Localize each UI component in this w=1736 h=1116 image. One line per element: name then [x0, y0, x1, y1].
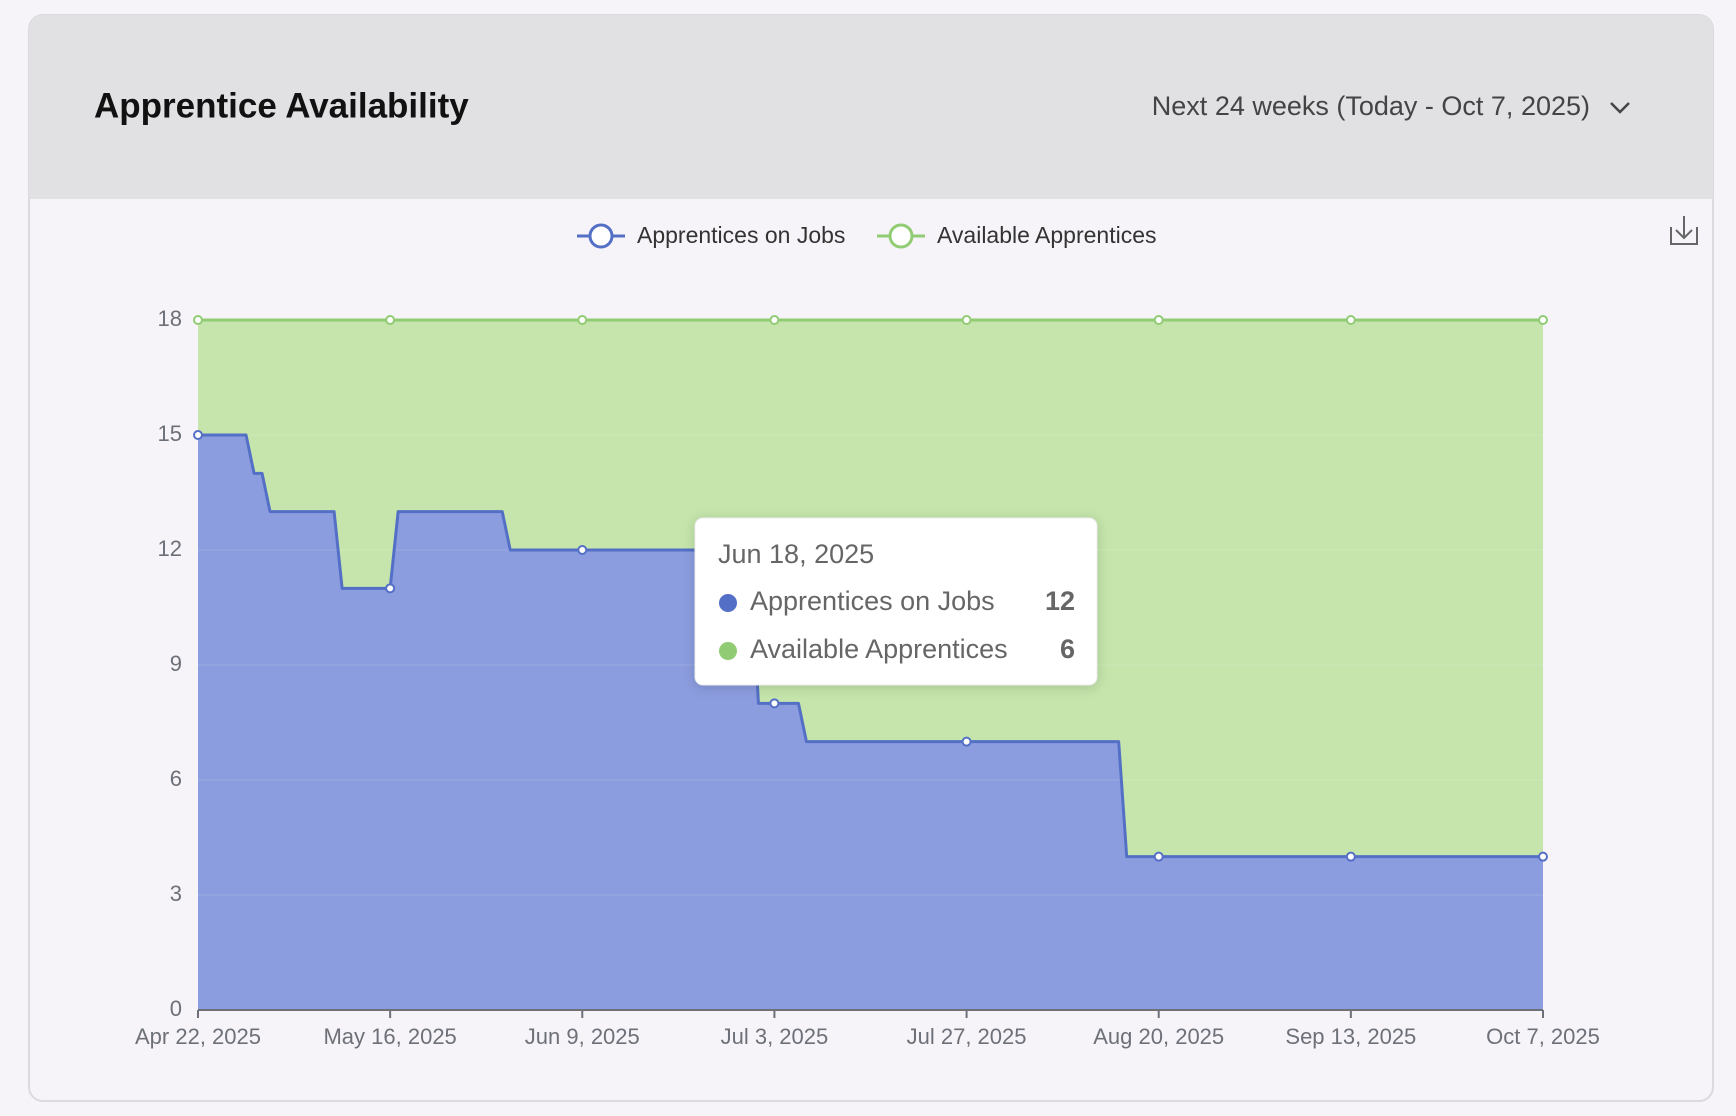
tooltip-date: Jun 18, 2025: [718, 539, 874, 569]
range-label[interactable]: Next 24 weeks (Today - Oct 7, 2025): [1152, 91, 1590, 121]
point-marker: [1538, 851, 1548, 862]
x-tick-label: Jul 3, 2025: [721, 1024, 829, 1049]
point-marker: [961, 736, 972, 747]
chevron[interactable]: [1610, 102, 1630, 114]
point-marker: [769, 698, 780, 709]
x-tick-label: Jul 27, 2025: [907, 1024, 1027, 1049]
point-marker: [193, 430, 203, 440]
y-tick-label: 12: [158, 536, 182, 561]
tooltip: Jun 18, 2025 Apprentices on Jobs 12 Availab…: [694, 517, 1098, 686]
card-header: [29, 15, 1713, 199]
tooltip-dot: [719, 594, 737, 612]
legend-symbol: [888, 223, 914, 249]
point-marker: [577, 315, 588, 325]
tooltip-dot: [719, 642, 737, 660]
y-tick-label: 18: [158, 306, 182, 331]
x-tick-label: Oct 7, 2025: [1486, 1024, 1600, 1049]
tooltip-box: [694, 517, 1098, 686]
point-marker: [577, 545, 588, 555]
series-line: [198, 433, 1543, 859]
point-marker: [961, 315, 972, 325]
tooltip-series: Available Apprentices: [750, 634, 1008, 664]
point-marker: [1538, 315, 1548, 325]
y-tick-label: 3: [170, 881, 182, 906]
point-marker: [1345, 315, 1356, 325]
range-dropdown[interactable]: Next 24 weeks (Today - Oct 7, 2025): [1152, 91, 1630, 121]
x-tick-label: May 16, 2025: [323, 1024, 456, 1049]
point-marker: [1153, 315, 1164, 325]
tooltip-series: Apprentices on Jobs: [750, 586, 995, 616]
point-marker: [1345, 851, 1356, 862]
legend-symbol: [588, 223, 614, 249]
y-tick-label: 15: [158, 421, 182, 446]
card-title: Apprentice Availability: [94, 86, 469, 125]
download-icon[interactable]: [1670, 216, 1698, 245]
y-tick-label: 0: [170, 996, 182, 1021]
point-marker: [769, 315, 780, 325]
x-tick-label: Sep 13, 2025: [1285, 1024, 1416, 1049]
download-button[interactable]: [1670, 216, 1698, 245]
tooltip-value: 6: [1060, 634, 1075, 664]
x-tick-label: Aug 20, 2025: [1093, 1024, 1224, 1049]
x-tick-label: Jun 9, 2025: [525, 1024, 640, 1049]
point-marker: [385, 583, 396, 594]
point-marker: [385, 315, 396, 325]
legend-label: Apprentices on Jobs: [637, 222, 845, 248]
y-tick-label: 9: [170, 651, 182, 676]
tooltip-value: 12: [1045, 586, 1075, 616]
y-tick-label: 6: [170, 766, 182, 791]
point-marker: [193, 315, 203, 325]
legend-item[interactable]: Available Apprentices: [877, 222, 1157, 249]
point-marker: [1153, 851, 1164, 862]
legend-label: Available Apprentices: [937, 222, 1157, 248]
legend-item[interactable]: Apprentices on Jobs: [577, 222, 845, 249]
x-tick-label: Apr 22, 2025: [135, 1024, 261, 1049]
area-fill: [198, 435, 1543, 1010]
